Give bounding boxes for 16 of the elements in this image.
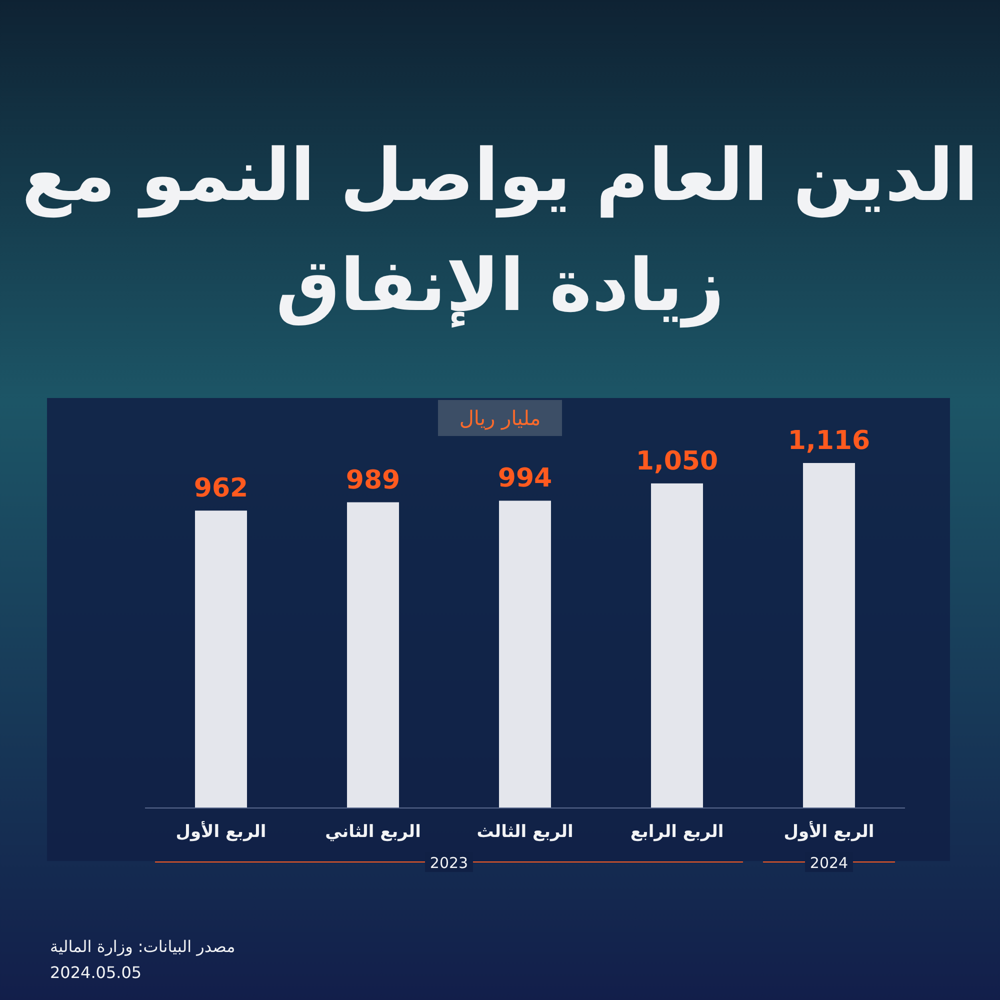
text: 2023	[430, 854, 468, 872]
data-label: 1,116	[788, 426, 870, 456]
x-tick-label: الربع الثالث	[476, 822, 574, 842]
data-label: 962	[194, 474, 248, 504]
text: 2024	[810, 854, 848, 872]
y-axis-title: مليار ريال	[459, 406, 541, 430]
text: 2024.05.05	[50, 963, 142, 982]
text: مصدر البيانات: وزارة المالية	[50, 937, 236, 956]
data-label: 989	[346, 465, 400, 496]
x-tick-label: الربع الرابع	[630, 822, 724, 842]
x-tick-label: الربع الأول	[784, 820, 874, 842]
data-label: 994	[498, 464, 552, 494]
chart-title: الدين العام يواصل النمو مع زيادة الإنفاق	[22, 133, 978, 328]
x-tick-label: الربع الثاني	[325, 822, 421, 842]
x-tick-label: الربع الأول	[176, 820, 266, 842]
data-label: 1,050	[636, 446, 718, 476]
